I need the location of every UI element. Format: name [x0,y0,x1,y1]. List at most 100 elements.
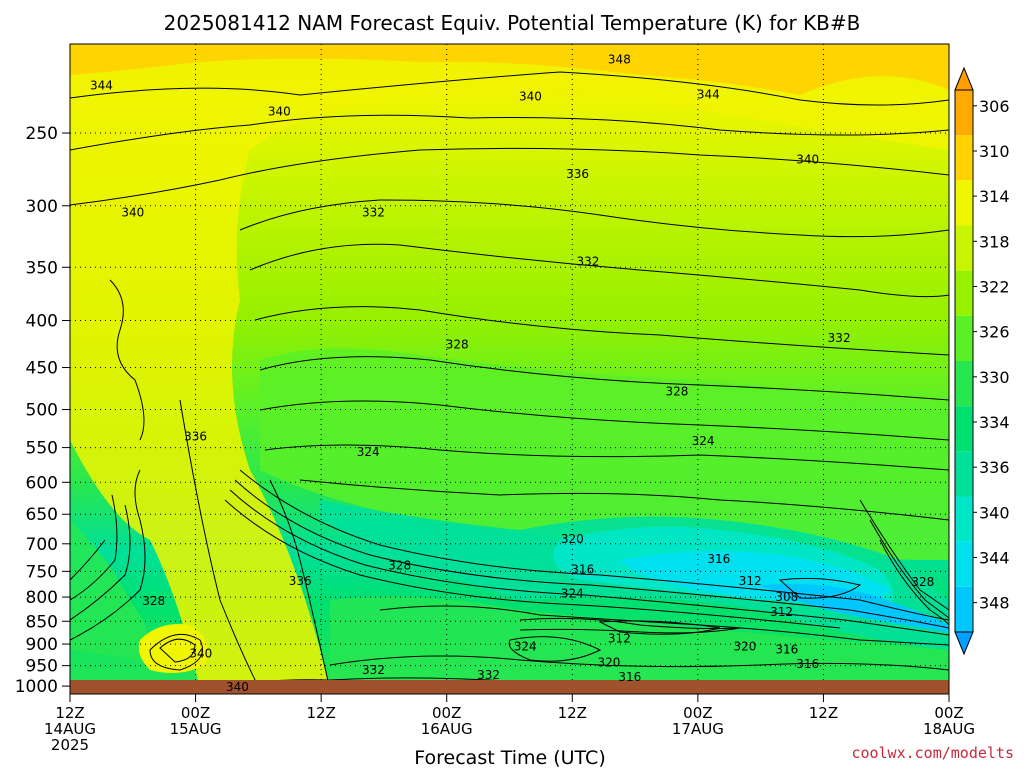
contour-label: 340 [268,105,291,119]
x-tick-label: 00Z [683,704,712,722]
colorbar-segment [955,90,973,136]
colorbar-label: 322 [979,277,1010,296]
y-axis: 250 300 350 400 450 500 550 600 650 700 750 800 850 9… [15,124,70,697]
field-orange-top [70,44,949,95]
colorbar-frame [954,89,974,633]
x-tick-label: 00Z [181,704,210,722]
colorbar-label: 326 [979,323,1010,342]
colorbar-segment [955,180,973,226]
colorbar-label: 318 [979,232,1010,251]
x-tick-label: 12Z [809,704,838,722]
x-tick-label: 2025 [51,736,89,754]
time-gridlines [70,44,949,694]
contour-label: 324 [514,640,537,654]
contour-label: 320 [733,640,756,654]
colorbar-segment [955,225,973,271]
colorbar-label: 306 [979,97,1010,116]
contour-label: 340 [796,152,819,166]
colorbar-over-arrow [954,66,974,91]
y-tick-label: 450 [26,359,58,379]
contour-label: 316 [571,563,594,577]
colorbar-label: 348 [979,594,1010,613]
colorbar-segment [955,361,973,407]
x-tick-label: 12Z [306,704,335,722]
colorbar-segment [955,541,973,587]
contour-label: 344 [90,79,113,93]
x-tick-label: 18AUG [923,720,975,738]
colorbar-segment [955,315,973,361]
colorbar-label: 344 [979,548,1010,567]
x-tick-label: 17AUG [672,720,724,738]
colorbar-label: 336 [979,458,1010,477]
contour-label: 344 [697,88,720,102]
colorbar: 348 344 340 336 334 330 326 322 318 314 310 306 [954,66,1010,656]
x-tick-label: 16AUG [421,720,473,738]
colorbar-label: 330 [979,368,1010,387]
contour-label: 340 [121,205,144,219]
y-tick-label: 900 [26,635,58,655]
field-green-mid [260,348,949,560]
x-tick-label: 12Z [55,704,84,722]
colorbar-label: 310 [979,142,1010,161]
ground-strip [70,680,949,694]
contour-label: 332 [477,668,500,682]
x-tick-label: 14AUG [44,720,96,738]
contour-label: 340 [519,89,542,103]
y-tick-label: 600 [26,473,58,493]
chart-title: 2025081412 NAM Forecast Equiv. Potential… [164,11,861,35]
contour-label: 308 [775,590,798,604]
colorbar-segment [955,270,973,316]
field-green-lower [330,596,949,690]
field-blue [760,583,949,632]
y-tick-label: 750 [26,562,58,582]
contour-label: 328 [388,558,411,572]
contour-label: 312 [770,605,793,619]
plot-frame [69,43,950,695]
y-tick-label: 1000 [15,677,58,697]
x-tick-label: 15AUG [170,720,222,738]
contour-label: 316 [707,552,730,566]
colorbar-segment [955,406,973,452]
contour-label: 328 [142,594,165,608]
colorbar-label: 334 [979,413,1010,432]
contour-label: 336 [289,574,312,588]
contour-labels: 348 344 344 340 340 340 336 340 332 332 332 328 328 3… [90,53,934,694]
contour-label: 332 [362,663,385,677]
y-tick-label: 950 [26,657,58,677]
contour-label: 320 [561,532,584,546]
y-tick-label: 500 [26,401,58,421]
contour-label: 316 [775,642,798,656]
contour-label: 324 [357,445,380,459]
y-tick-label: 650 [26,505,58,525]
y-tick-label: 800 [26,588,58,608]
contour-label: 312 [739,574,762,588]
contour-label: 328 [665,385,688,399]
contour-label: 324 [561,587,584,601]
x-tick-label: 12Z [558,704,587,722]
contour-label: 340 [226,680,249,694]
contour-label: 320 [597,655,620,669]
contour-label: 316 [618,670,641,684]
contour-label: 312 [608,632,631,646]
contour-label: 336 [566,167,589,181]
x-axis-label: Forecast Time (UTC) [414,747,605,768]
y-tick-label: 400 [26,312,58,332]
y-tick-label: 700 [26,535,58,555]
y-tick-label: 550 [26,439,58,459]
plot-area [70,44,949,694]
contour-label: 332 [828,331,851,345]
colorbar-label: 340 [979,503,1010,522]
contour-label: 328 [911,575,934,589]
colorbar-under-arrow [954,631,974,656]
colorbar-segment [955,451,973,497]
colorbar-segment [955,496,973,542]
colorbar-segment [955,135,973,181]
y-tick-label: 350 [26,258,58,278]
contour-label: 340 [189,647,212,661]
contour-label: 332 [362,205,385,219]
credit-text: coolwx.com/modelts [851,744,1014,762]
contour-label: 336 [184,430,207,444]
contour-label: 348 [608,53,631,67]
